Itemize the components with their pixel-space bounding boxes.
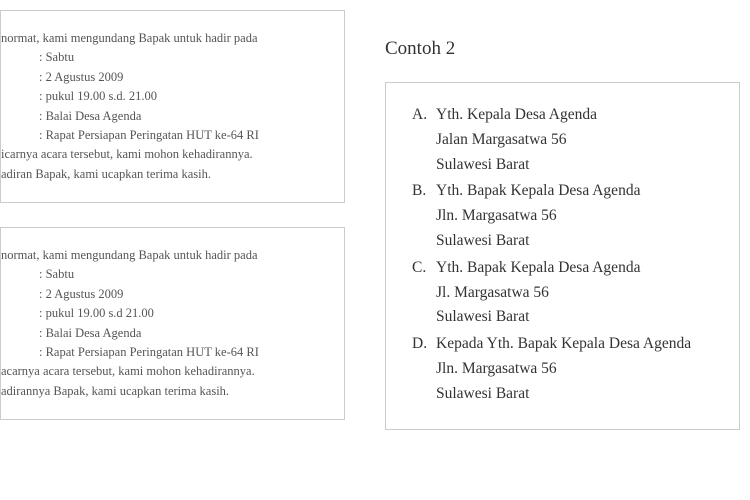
closing-line: adirannya Bapak, kami ucapkan terima kas…	[1, 382, 332, 401]
option-line: Yth. Kepala Desa Agenda	[436, 103, 727, 128]
option-body: Yth. Bapak Kepala Desa Agenda Jl. Margas…	[436, 256, 727, 330]
option-line: Sulawesi Barat	[436, 382, 727, 407]
left-column: normat, kami mengundang Bapak untuk hadi…	[0, 10, 345, 444]
detail-line: : Sabtu	[1, 48, 332, 67]
option-letter: D.	[412, 332, 436, 406]
section-title: Contoh 2	[385, 38, 740, 60]
detail-line: : pukul 19.00 s.d 21.00	[1, 304, 332, 323]
option-line: Kepada Yth. Bapak Kepala Desa Agenda	[436, 332, 727, 357]
closing-line: acarnya acara tersebut, kami mohon kehad…	[1, 362, 332, 381]
option-line: Sulawesi Barat	[436, 229, 727, 254]
detail-line: : Rapat Persiapan Peringatan HUT ke-64 R…	[1, 126, 332, 145]
option-line: Jln. Margasatwa 56	[436, 357, 727, 382]
example-box-1: normat, kami mengundang Bapak untuk hadi…	[0, 10, 345, 203]
closing-line: icarnya acara tersebut, kami mohon kehad…	[1, 145, 332, 164]
detail-line: : pukul 19.00 s.d. 21.00	[1, 87, 332, 106]
closing-line: adiran Bapak, kami ucapkan terima kasih.	[1, 165, 332, 184]
option-b: B. Yth. Bapak Kepala Desa Agenda Jln. Ma…	[412, 179, 727, 253]
option-line: Yth. Bapak Kepala Desa Agenda	[436, 179, 727, 204]
option-d: D. Kepada Yth. Bapak Kepala Desa Agenda …	[412, 332, 727, 406]
right-column: Contoh 2 A. Yth. Kepala Desa Agenda Jala…	[385, 38, 740, 430]
intro-line: normat, kami mengundang Bapak untuk hadi…	[1, 29, 332, 48]
option-line: Yth. Bapak Kepala Desa Agenda	[436, 256, 727, 281]
detail-line: : 2 Agustus 2009	[1, 285, 332, 304]
option-letter: C.	[412, 256, 436, 330]
option-body: Kepada Yth. Bapak Kepala Desa Agenda Jln…	[436, 332, 727, 406]
option-line: Sulawesi Barat	[436, 153, 727, 178]
options-box: A. Yth. Kepala Desa Agenda Jalan Margasa…	[385, 82, 740, 430]
detail-line: : Balai Desa Agenda	[1, 324, 332, 343]
option-line: Sulawesi Barat	[436, 305, 727, 330]
option-body: Yth. Bapak Kepala Desa Agenda Jln. Marga…	[436, 179, 727, 253]
option-a: A. Yth. Kepala Desa Agenda Jalan Margasa…	[412, 103, 727, 177]
detail-line: : 2 Agustus 2009	[1, 68, 332, 87]
option-letter: A.	[412, 103, 436, 177]
option-line: Jln. Margasatwa 56	[436, 204, 727, 229]
option-line: Jalan Margasatwa 56	[436, 128, 727, 153]
option-c: C. Yth. Bapak Kepala Desa Agenda Jl. Mar…	[412, 256, 727, 330]
option-letter: B.	[412, 179, 436, 253]
example-box-2: normat, kami mengundang Bapak untuk hadi…	[0, 227, 345, 420]
detail-line: : Balai Desa Agenda	[1, 107, 332, 126]
intro-line: normat, kami mengundang Bapak untuk hadi…	[1, 246, 332, 265]
option-body: Yth. Kepala Desa Agenda Jalan Margasatwa…	[436, 103, 727, 177]
detail-line: : Sabtu	[1, 265, 332, 284]
detail-line: : Rapat Persiapan Peringatan HUT ke-64 R…	[1, 343, 332, 362]
option-line: Jl. Margasatwa 56	[436, 281, 727, 306]
